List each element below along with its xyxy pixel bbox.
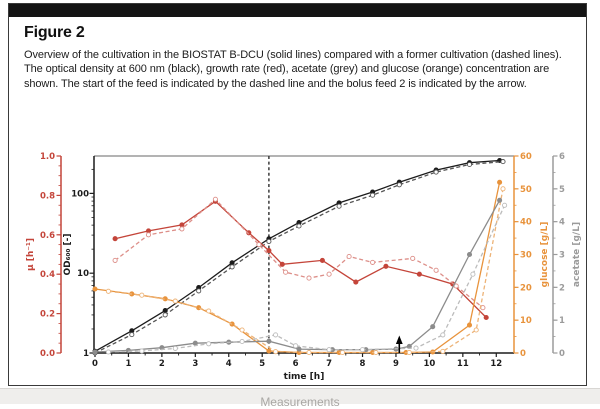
bolus-feed-arrow [395, 335, 403, 353]
svg-text:time [h]: time [h] [284, 372, 325, 382]
svg-text:0.6: 0.6 [40, 231, 55, 241]
svg-text:0: 0 [92, 359, 98, 369]
svg-text:0: 0 [520, 349, 526, 359]
svg-text:10: 10 [423, 359, 435, 369]
series-glucose-biostat [92, 179, 503, 356]
svg-text:0.2: 0.2 [40, 310, 55, 320]
svg-text:8: 8 [360, 359, 366, 369]
svg-text:10: 10 [520, 316, 532, 326]
svg-text:12: 12 [490, 359, 502, 369]
od600-axis: 1 10 100 OD₆₀₀ [-] [63, 156, 95, 359]
svg-text:3: 3 [192, 359, 198, 369]
svg-text:9: 9 [393, 359, 399, 369]
series-od600-former [92, 159, 506, 356]
figure-caption: Overview of the cultivation in the BIOST… [24, 49, 562, 90]
svg-text:4: 4 [559, 218, 565, 228]
footer-partial-text: Measurements [260, 395, 340, 409]
series-glucose-former [105, 186, 506, 356]
svg-text:0: 0 [559, 349, 565, 359]
svg-text:4: 4 [226, 359, 232, 369]
svg-text:1: 1 [125, 359, 131, 369]
svg-text:2: 2 [559, 283, 565, 293]
svg-text:60: 60 [520, 152, 532, 162]
svg-text:7: 7 [326, 359, 332, 369]
svg-text:1.0: 1.0 [40, 152, 55, 162]
svg-text:11: 11 [457, 359, 469, 369]
series-od600-biostat [92, 157, 503, 354]
svg-text:OD₆₀₀ [-]: OD₆₀₀ [-] [63, 233, 73, 275]
svg-text:µ [h⁻¹]: µ [h⁻¹] [26, 238, 36, 271]
glucose-axis: 0 10 20 30 40 50 60 glucose [g/L] [513, 152, 550, 359]
series-acetate-former [105, 202, 508, 355]
svg-text:30: 30 [520, 251, 532, 261]
svg-text:40: 40 [520, 218, 532, 228]
svg-text:2: 2 [159, 359, 165, 369]
svg-text:glucose [g/L]: glucose [g/L] [540, 222, 550, 288]
figure-top-bar [9, 4, 586, 17]
svg-text:6: 6 [293, 359, 299, 369]
svg-text:100: 100 [71, 189, 89, 199]
series-mu-biostat [112, 198, 489, 321]
figure-title: Figure 2 [24, 24, 85, 41]
svg-text:3: 3 [559, 251, 565, 261]
svg-text:10: 10 [77, 269, 89, 279]
svg-text:0.8: 0.8 [40, 191, 55, 201]
svg-text:5: 5 [259, 359, 265, 369]
svg-text:1: 1 [559, 316, 565, 326]
svg-text:1: 1 [83, 349, 89, 359]
series-mu-former [112, 196, 486, 311]
mu-axis: 0.0 0.2 0.4 0.6 0.8 1.0 µ [h⁻¹] [26, 152, 62, 359]
page-footer-strip: Measurements [0, 388, 600, 409]
svg-text:6: 6 [559, 152, 565, 162]
acetate-axis: 0 1 2 3 4 5 6 acetate [g/L] [552, 152, 582, 359]
svg-text:acetate [g/L]: acetate [g/L] [572, 222, 582, 287]
svg-text:0.4: 0.4 [40, 270, 55, 280]
svg-text:5: 5 [559, 185, 565, 195]
svg-text:50: 50 [520, 185, 532, 195]
chart-area: 0 1 2 3 4 5 6 7 8 9 10 11 12 time [h] 0.0 0.2 0.4 0.6 0.8 1… [9, 142, 585, 385]
figure-panel: Figure 2 Overview of the cultivation in … [8, 3, 587, 386]
svg-text:0.0: 0.0 [40, 349, 55, 359]
svg-text:20: 20 [520, 283, 532, 293]
